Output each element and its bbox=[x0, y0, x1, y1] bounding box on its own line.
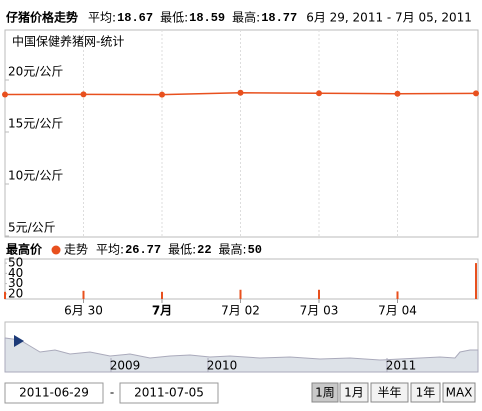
stat-label: 最低: bbox=[160, 11, 188, 25]
bar bbox=[318, 289, 320, 299]
legend-label: 走势 bbox=[64, 243, 88, 257]
year-label: 2009 bbox=[110, 359, 141, 373]
stat-label: 最高: bbox=[232, 10, 260, 25]
y-tick-label: 15元/公斤 bbox=[8, 117, 63, 131]
source-label: 中国保健养猪网-统计 bbox=[12, 34, 124, 49]
bar bbox=[475, 263, 477, 299]
range-button[interactable] bbox=[311, 382, 339, 403]
stat-value: 50 bbox=[248, 243, 262, 257]
range-button-label: 1周 bbox=[315, 386, 335, 400]
y-tick-label: 50 bbox=[8, 256, 23, 270]
stat-value: 18.77 bbox=[261, 11, 297, 25]
price-point bbox=[80, 91, 87, 98]
main-plot-frame bbox=[4, 29, 479, 238]
chart-title: 最高价 bbox=[6, 242, 43, 257]
range-button[interactable] bbox=[370, 382, 409, 403]
bar bbox=[396, 291, 399, 299]
date-separator: - bbox=[110, 386, 114, 400]
bar bbox=[239, 289, 242, 299]
price-point bbox=[159, 91, 165, 98]
stat-value: 26.77 bbox=[125, 243, 161, 257]
stat-label: 最高: bbox=[219, 242, 247, 257]
y-tick-label: 10元/公斤 bbox=[8, 169, 63, 183]
y-tick-label: 40 bbox=[8, 266, 23, 280]
date-input[interactable] bbox=[119, 382, 219, 404]
range-button[interactable] bbox=[442, 382, 476, 403]
x-tick-label: 7月 02 bbox=[221, 304, 260, 318]
date-input-text: 2011-06-29 bbox=[19, 386, 89, 400]
chart-title: 仔猪价格走势 bbox=[6, 10, 78, 25]
legend-dot bbox=[51, 245, 61, 255]
price-point bbox=[2, 91, 8, 98]
range-button-label: 1月 bbox=[344, 386, 364, 400]
year-label: 2011 bbox=[386, 359, 417, 373]
y-tick-label: 5元/公斤 bbox=[8, 221, 56, 235]
price-point bbox=[316, 90, 322, 97]
range-button-label: 半年 bbox=[377, 386, 401, 400]
range-button[interactable] bbox=[410, 382, 441, 403]
range-button-label: MAX bbox=[446, 386, 473, 400]
x-tick-label: 7月 04 bbox=[378, 304, 417, 318]
date-input-text: 2011-07-05 bbox=[134, 386, 204, 400]
x-tick-label: 6月 30 bbox=[64, 304, 103, 318]
bar bbox=[82, 290, 85, 299]
price-point bbox=[237, 89, 244, 96]
range-button-label: 1年 bbox=[416, 386, 436, 400]
range-button[interactable] bbox=[339, 382, 369, 403]
x-tick-label: 7月 03 bbox=[300, 304, 339, 318]
year-label: 2010 bbox=[207, 359, 238, 373]
x-tick-label: 7月 bbox=[152, 304, 172, 318]
navigator-handle[interactable] bbox=[14, 335, 24, 347]
date-input[interactable] bbox=[4, 382, 104, 404]
date-range: 6月 29, 2011 - 7月 05, 2011 bbox=[306, 11, 472, 25]
stat-value: 22 bbox=[197, 243, 211, 257]
bar bbox=[161, 291, 163, 299]
price-point bbox=[473, 90, 479, 97]
stat-value: 18.67 bbox=[117, 11, 153, 25]
stat-label: 平均: bbox=[96, 243, 124, 257]
price-point bbox=[394, 90, 401, 97]
stat-label: 最低: bbox=[168, 243, 196, 257]
y-tick-label: 20元/公斤 bbox=[8, 65, 63, 79]
bar bbox=[4, 291, 6, 299]
stat-label: 平均: bbox=[88, 11, 116, 25]
y-tick-label: 30 bbox=[8, 276, 23, 290]
navigator-area bbox=[4, 337, 479, 373]
y-tick-label: 20 bbox=[8, 286, 23, 300]
stat-value: 18.59 bbox=[189, 11, 225, 25]
